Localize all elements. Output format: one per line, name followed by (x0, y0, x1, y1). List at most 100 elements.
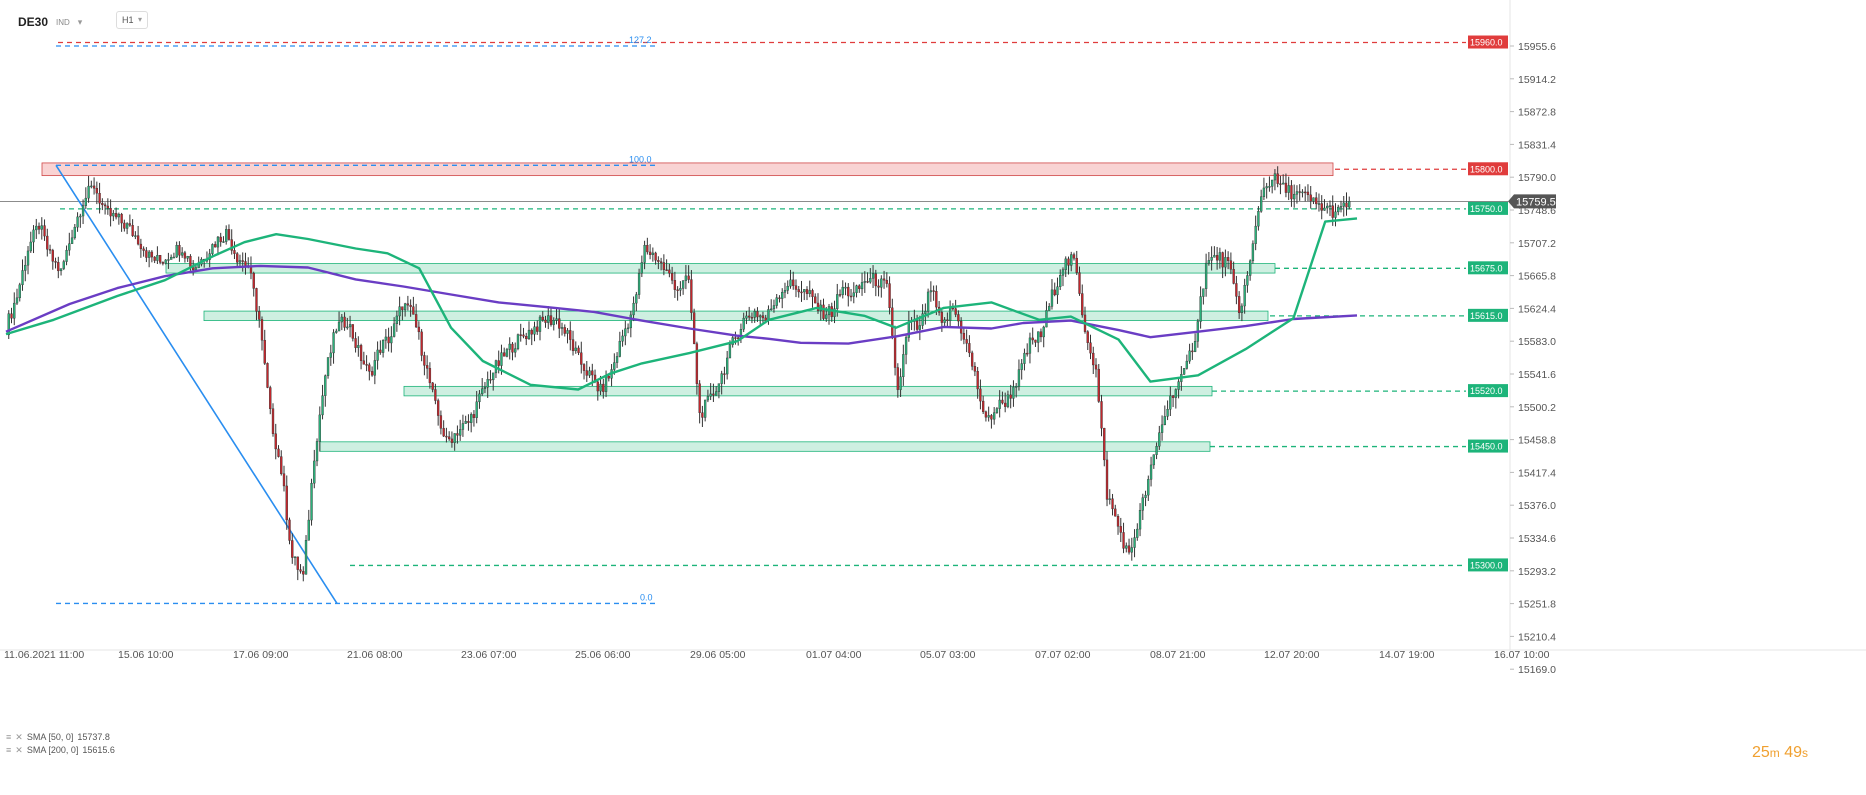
candle-body (417, 326, 421, 333)
y-tick-label: 15293.2 (1518, 566, 1556, 578)
x-tick-label: 12.07 20:00 (1264, 649, 1320, 661)
candle-body (1331, 205, 1334, 218)
candle-body (1119, 526, 1122, 533)
candle-body (381, 339, 385, 353)
candle-body (291, 540, 294, 558)
candle-body (1202, 288, 1205, 297)
candle-body (970, 352, 974, 367)
candle-body (1240, 305, 1244, 314)
candle-body (563, 327, 566, 334)
candle-body (530, 329, 533, 335)
x-tick-label: 21.06 08:00 (347, 649, 403, 661)
candle-body (464, 421, 467, 424)
candle-body (714, 391, 718, 396)
candle-body (1163, 416, 1166, 426)
candle-body (362, 360, 365, 365)
candle-body (981, 400, 985, 413)
candle-body (1276, 173, 1279, 184)
candle-body (703, 399, 707, 418)
candle-body (585, 370, 588, 376)
candle-body (343, 316, 346, 328)
candle-body (456, 433, 459, 436)
candle-body (723, 373, 726, 375)
candle-body (123, 222, 126, 229)
candle-body (277, 448, 280, 457)
candle-body (885, 279, 888, 284)
x-tick-label: 08.07 21:00 (1150, 649, 1206, 661)
timeframe-dropdown[interactable]: H1 ▾ (116, 11, 148, 29)
candle-body (1246, 275, 1249, 286)
candle-body (175, 245, 178, 258)
y-tick-label: 15914.2 (1518, 74, 1556, 86)
candle-body (1028, 337, 1032, 354)
candle-body (436, 400, 440, 416)
candle-body (924, 311, 927, 314)
candle-body (136, 235, 140, 245)
candle-body (1210, 257, 1213, 261)
candle-body (7, 313, 10, 336)
settings-icon[interactable]: ≡ (6, 732, 12, 742)
legend-sma200[interactable]: ≡ ✕ SMA [200, 0] 15615.6 (6, 744, 115, 757)
candle-body (1125, 545, 1128, 549)
candle-body (613, 362, 616, 370)
candle-body (940, 312, 944, 323)
candle-body (558, 318, 561, 329)
candle-body (1086, 331, 1089, 343)
candle-body (260, 319, 264, 341)
candle-body (26, 250, 30, 266)
time-axis[interactable]: 11.06.2021 11:00 15.06 10:00 17.06 09:00 21… (4, 649, 1550, 661)
horizontal-levels[interactable] (0, 41, 1508, 567)
candle-body (252, 273, 255, 289)
candle-body (354, 338, 357, 348)
chart-grid (0, 0, 1866, 651)
candle-body (1348, 201, 1351, 208)
settings-icon[interactable]: ≡ (6, 745, 12, 755)
candle-body (167, 259, 170, 261)
candle-body (1100, 401, 1103, 429)
candle-body (376, 349, 379, 361)
candle-body (1072, 254, 1076, 259)
candle-body (1053, 289, 1056, 296)
candle-body (35, 225, 38, 231)
candle-body (775, 297, 778, 306)
symbol-label[interactable]: DE30 (18, 15, 49, 29)
indicators-dropdown[interactable]: IND ▾ (56, 17, 82, 28)
candle-body (1031, 337, 1034, 341)
candle-body (32, 229, 35, 243)
close-icon[interactable]: ✕ (15, 732, 23, 742)
timer-seconds-unit: s (1802, 746, 1809, 760)
candle-body (676, 289, 679, 291)
timeframe-label: H1 (122, 15, 134, 25)
sr-zones[interactable] (41, 162, 1334, 452)
candle-body (1006, 394, 1010, 407)
trend-line[interactable] (55, 164, 338, 604)
candle-body (1235, 283, 1238, 297)
candle-body (497, 360, 500, 366)
y-tick-label: 15955.6 (1518, 41, 1556, 53)
y-tick-label: 15169.0 (1518, 664, 1556, 676)
candle-body (117, 213, 121, 218)
price-axis[interactable]: 15955.615914.215872.815831.415790.015748… (1510, 41, 1556, 676)
candle-body (926, 291, 930, 312)
candle-body (1064, 258, 1067, 270)
candle-body (425, 365, 429, 369)
chevron-down-icon: ▾ (77, 17, 83, 27)
candle-body (114, 212, 118, 218)
candle-body (932, 290, 935, 292)
candle-body (1039, 331, 1043, 338)
candle-body (238, 260, 242, 263)
candle-body (150, 251, 154, 258)
candle-body (461, 423, 465, 430)
candle-body (1081, 293, 1084, 316)
candle-body (615, 356, 619, 363)
candle-body (778, 297, 781, 299)
fibonacci-tool[interactable]: 127.2 100.0 0.0 (56, 35, 655, 605)
close-icon[interactable]: ✕ (15, 745, 23, 755)
candle-body (670, 273, 674, 281)
candle-body (398, 306, 401, 317)
candle-body (618, 340, 621, 357)
candle-body (508, 343, 511, 350)
legend-sma50[interactable]: ≡ ✕ SMA [50, 0] 15737.8 (6, 731, 115, 744)
level-tag-text: 15520.0 (1470, 386, 1503, 396)
